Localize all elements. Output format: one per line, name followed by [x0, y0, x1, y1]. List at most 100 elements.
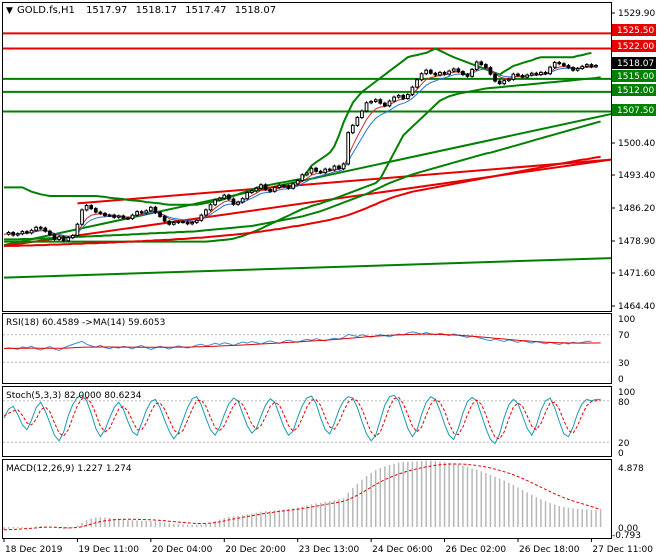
candle-bear — [52, 234, 57, 240]
price-y-axis: 1529.90 1500.40 1493.40 1486.20 1478.90 … — [611, 9, 655, 312]
candle-bear — [327, 168, 332, 171]
candle-bull — [332, 165, 337, 171]
stoch-d-line — [3, 396, 601, 440]
badge-label: 1525.50 — [617, 26, 654, 36]
candle-bull — [277, 184, 282, 188]
stoch-k-line — [3, 394, 601, 445]
candle-bull — [75, 223, 80, 237]
candle-bear — [185, 221, 190, 225]
candlesticks — [6, 60, 598, 243]
candle-bull — [323, 168, 328, 174]
candle-bull — [291, 183, 295, 189]
y-tick-1500: 1500.40 — [611, 139, 655, 149]
candle-bull — [80, 209, 84, 225]
time-axis: 18 Dec 2019 19 Dec 11:00 20 Dec 04:00 20 De… — [3, 538, 653, 555]
candle-bull — [249, 190, 254, 194]
candle-bear — [378, 99, 383, 104]
rsi-tick-100: 100 — [618, 315, 635, 325]
candle-bear — [103, 212, 107, 217]
rsi-y-axis: 100 70 30 0 — [618, 315, 635, 385]
candle-bear — [543, 71, 548, 75]
stoch-tick-80: 80 — [618, 398, 630, 408]
candle-bull — [346, 132, 351, 165]
y-tick-label: 1478.90 — [618, 237, 655, 247]
candle-bear — [479, 61, 484, 66]
candle-bear — [126, 217, 130, 220]
time-label: 26 Dec 18:00 — [519, 545, 580, 555]
badge-label: 1522.00 — [617, 42, 654, 52]
candle-bull — [373, 99, 378, 102]
price-panel — [2, 2, 612, 312]
candle-bull — [594, 64, 598, 68]
open-value: 1517.97 — [86, 5, 127, 16]
y-tick-1529: 1529.90 — [611, 9, 655, 19]
candle-bear — [282, 184, 286, 187]
candle-bear — [433, 72, 438, 76]
candle-bear — [139, 211, 144, 214]
y-tick-1493: 1493.40 — [611, 171, 655, 181]
candle-bull — [548, 66, 552, 75]
moving-averages — [3, 65, 601, 247]
time-label: 18 Dec 2019 — [5, 545, 63, 555]
candle-bull — [396, 94, 401, 98]
candle-bear — [465, 74, 470, 77]
candle-bear — [121, 215, 126, 219]
band-lower — [4, 76, 601, 243]
stoch-tick-0: 0 — [618, 449, 624, 459]
badge-label: 1507.50 — [617, 106, 654, 116]
candle-bear — [571, 67, 575, 71]
candle-bear — [48, 230, 52, 236]
rsi-tick-0: 0 — [618, 375, 624, 385]
candle-bull — [176, 221, 181, 224]
candle-bear — [11, 231, 16, 236]
candle-bull — [387, 100, 392, 107]
candle-bull — [84, 205, 89, 211]
candle-bull — [144, 210, 149, 214]
candle-bear — [318, 170, 323, 174]
candle-bull — [438, 71, 442, 76]
macd-title: MACD(12,26,9) 1.227 1.274 — [6, 464, 132, 474]
y-tick-1486: 1486.20 — [611, 204, 655, 214]
candle-bull — [584, 64, 589, 67]
candle-bear — [25, 231, 29, 234]
candle-bull — [447, 70, 452, 75]
candle-bear — [153, 206, 158, 214]
candle-bull — [300, 174, 305, 181]
candle-bear — [493, 73, 497, 82]
badge-1515: 1515.00 — [612, 70, 656, 82]
candle-bull — [539, 71, 543, 76]
candle-bull — [259, 184, 263, 189]
candle-bull — [410, 86, 415, 96]
time-label: 26 Dec 02:00 — [446, 545, 507, 555]
candle-bear — [337, 165, 341, 170]
candle-bear — [442, 71, 447, 75]
candle-bear — [488, 67, 493, 75]
candle-bull — [245, 192, 250, 200]
badge-1507: 1507.50 — [612, 104, 656, 116]
high-value: 1518.17 — [136, 5, 177, 16]
rsi-title: RSI(18) 60.4589 ->MA(14) 59.6053 — [6, 318, 165, 328]
rsi-ma-line — [3, 333, 601, 349]
rsi-tick-70: 70 — [618, 331, 630, 341]
candle-bull — [240, 198, 245, 203]
candle-bull — [525, 74, 530, 78]
candle-bear — [383, 102, 387, 107]
time-label: 20 Dec 20:00 — [225, 545, 286, 555]
price-header-arrow[interactable]: ▼ — [6, 6, 13, 16]
candle-bull — [309, 167, 314, 174]
rsi-lines — [3, 331, 611, 363]
level-badges: 1525.50 1522.00 1518.07 1515.00 1512.00 … — [612, 24, 656, 116]
candle-bull — [20, 231, 25, 235]
rsi-panel — [2, 313, 612, 384]
candle-bull — [470, 68, 474, 77]
time-label: 27 Dec 11:00 — [592, 545, 653, 555]
candle-bear — [112, 214, 117, 218]
candle-bear — [61, 236, 66, 242]
stoch-title: Stoch(5,3,3) 82.0000 80.6234 — [6, 391, 142, 401]
candle-bear — [401, 94, 406, 99]
candle-bear — [428, 69, 433, 74]
candle-bull — [502, 80, 507, 85]
candle-bull — [511, 73, 516, 80]
